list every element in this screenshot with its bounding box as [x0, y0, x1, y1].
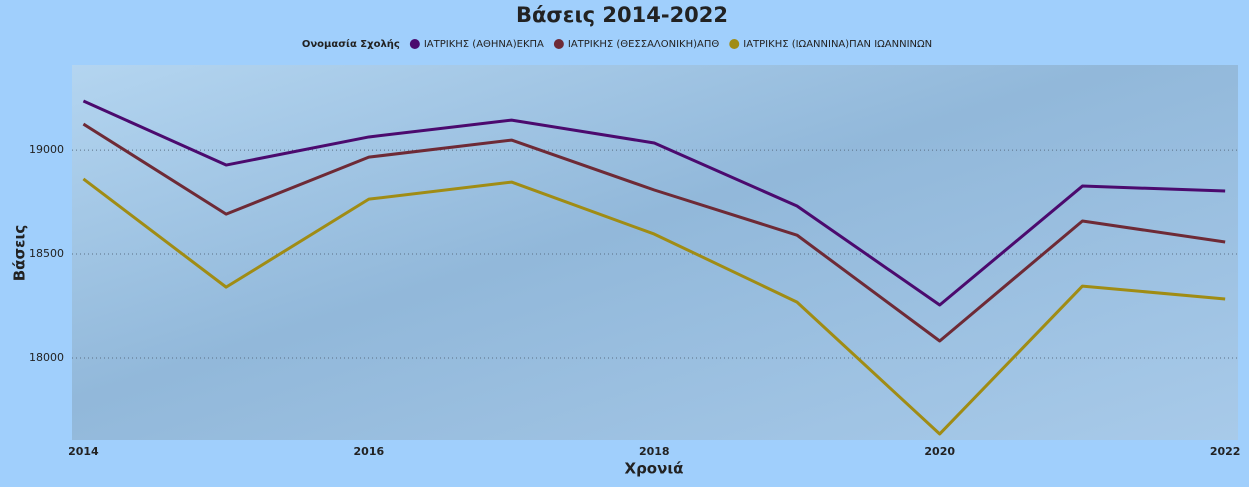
legend-marker — [553, 39, 564, 49]
y-tick-label: 18000 — [29, 351, 64, 364]
series-line — [82, 177, 1226, 436]
legend-title: Ονομασία Σχολής — [302, 38, 400, 50]
legend-label: ΙΑΤΡΙΚΗΣ (ΙΩΑΝΝΙΝΑ)ΠΑΝ ΙΩΑΝΝΙΝΩΝ — [743, 39, 932, 50]
legend: Ονομασία Σχολής ΙΑΤΡΙΚΗΣ (ΑΘΗΝΑ)ΕΚΠΑ ΙΑΤΡΙ… — [302, 38, 932, 50]
chart-title: Βάσεις 2014-2022 — [516, 3, 728, 27]
y-axis-label: Βάσεις — [11, 225, 29, 282]
x-tick-label: 2022 — [1210, 445, 1241, 458]
plot-area — [72, 65, 1238, 440]
series-line — [82, 122, 1226, 343]
series-line — [82, 99, 1226, 307]
legend-label: ΙΑΤΡΙΚΗΣ (ΘΕΣΣΑΛΟΝΙΚΗ)ΑΠΘ — [568, 39, 720, 50]
legend-marker — [409, 39, 420, 49]
legend-marker — [729, 39, 740, 49]
x-tick-label: 2014 — [68, 445, 99, 458]
x-tick-label: 2018 — [639, 445, 670, 458]
y-tick-label: 18500 — [29, 247, 64, 260]
x-axis-label: Χρονιά — [625, 460, 684, 478]
x-tick-label: 2016 — [354, 445, 385, 458]
y-tick-label: 19000 — [29, 143, 64, 156]
x-tick-label: 2020 — [924, 445, 955, 458]
legend-label: ΙΑΤΡΙΚΗΣ (ΑΘΗΝΑ)ΕΚΠΑ — [424, 39, 544, 50]
